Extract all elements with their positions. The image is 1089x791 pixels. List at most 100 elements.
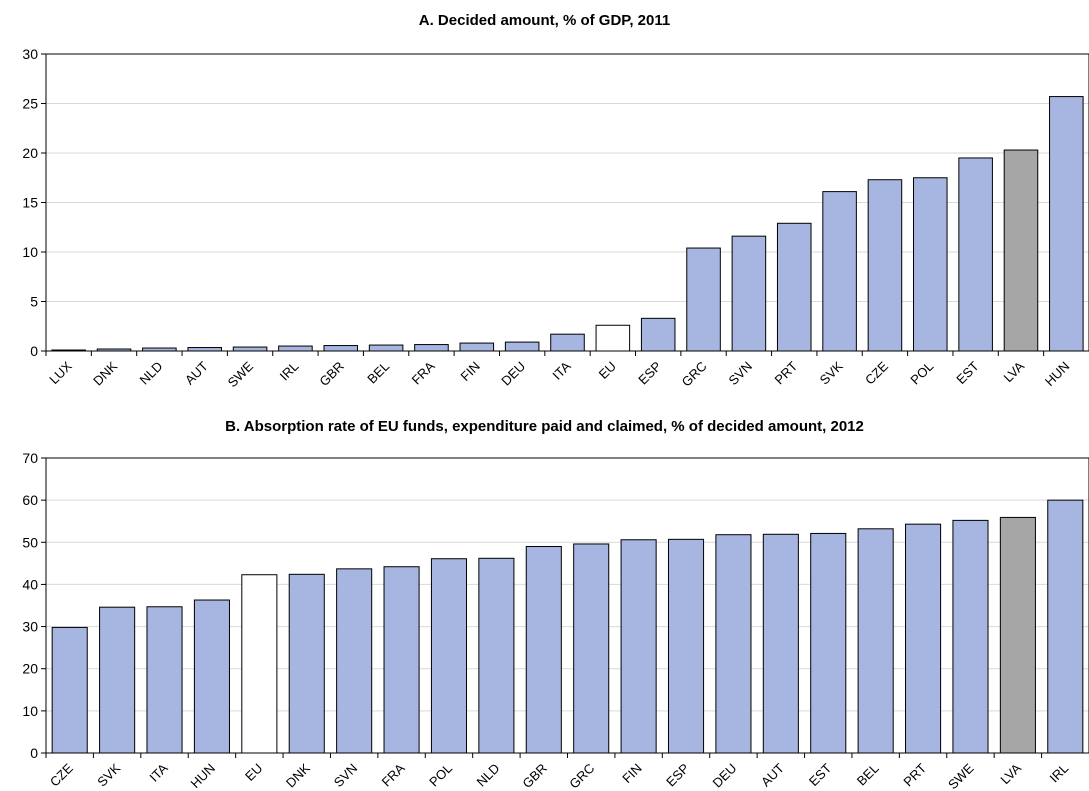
bar-svn bbox=[336, 568, 373, 754]
x-tick-label: SWE bbox=[225, 358, 257, 390]
bar-ita bbox=[550, 333, 585, 352]
bar-grc bbox=[686, 247, 721, 352]
x-tick-label: GRC bbox=[566, 761, 597, 791]
bar-nld bbox=[478, 557, 515, 754]
x-tick-label: ESP bbox=[635, 359, 664, 388]
bar-pol bbox=[913, 177, 948, 352]
plot-frame bbox=[45, 53, 1089, 352]
y-tick-label: 0 bbox=[30, 745, 38, 761]
x-tick-label: FIN bbox=[458, 359, 483, 384]
bar-gbr bbox=[323, 345, 359, 352]
bar-prt bbox=[905, 523, 942, 754]
bar-fra bbox=[383, 566, 420, 754]
x-tick-label: AUT bbox=[182, 358, 211, 387]
y-tick-label: 30 bbox=[22, 46, 38, 62]
x-tick-label: SVN bbox=[331, 761, 361, 791]
bar-deu bbox=[715, 534, 752, 754]
y-tick-label: 50 bbox=[22, 534, 38, 550]
x-tick-label: FIN bbox=[619, 761, 644, 786]
y-tick-label: 10 bbox=[22, 244, 38, 260]
x-tick-label: LUX bbox=[46, 358, 75, 387]
bar-bel bbox=[857, 528, 894, 754]
x-tick-label: EU bbox=[596, 359, 619, 382]
x-tick-label: NLD bbox=[136, 359, 165, 388]
x-tick-label: EU bbox=[242, 761, 265, 784]
bar-fin bbox=[459, 342, 495, 352]
chart-a-plot: 0 5 10 15 20 25 30 LUX DNK NLD AUT SWE IRL GBR BEL FRA F… bbox=[22, 46, 1089, 390]
x-tick-label: POL bbox=[907, 359, 936, 388]
y-tick-label: 20 bbox=[22, 661, 38, 677]
panel-b: B. Absorption rate of EU funds, expendit… bbox=[0, 412, 1089, 791]
x-tick-label: SVK bbox=[94, 760, 123, 789]
x-tick-label: SWE bbox=[945, 760, 977, 791]
y-tick-label: 15 bbox=[22, 195, 38, 211]
x-tick-label: DNK bbox=[283, 760, 313, 790]
bar-irl bbox=[1047, 499, 1084, 754]
y-tick-label: 30 bbox=[22, 619, 38, 635]
bar-esp bbox=[667, 538, 705, 754]
chart-b-title: B. Absorption rate of EU funds, expendit… bbox=[225, 418, 864, 435]
bar-est bbox=[958, 157, 993, 352]
bar-svk bbox=[99, 606, 136, 754]
x-tick-label: BEL bbox=[854, 761, 882, 789]
bar-fin bbox=[620, 539, 657, 754]
x-tick-label: GBR bbox=[316, 359, 347, 390]
bar-grc bbox=[573, 543, 610, 754]
bar-lva bbox=[1003, 149, 1039, 352]
panel-a: A. Decided amount, % of GDP, 2011 0 5 10 15… bbox=[0, 0, 1089, 392]
x-tick-label: PRT bbox=[772, 358, 801, 387]
x-tick-label: SVK bbox=[817, 358, 846, 387]
x-tick-label: POL bbox=[426, 761, 455, 790]
y-tick-label: 60 bbox=[22, 492, 38, 508]
bar-cze bbox=[867, 179, 903, 352]
bar-aut bbox=[762, 533, 799, 754]
bar-gbr bbox=[525, 546, 562, 754]
plot-frame bbox=[45, 457, 1089, 754]
bar-swe bbox=[232, 346, 268, 352]
bar-svk bbox=[822, 191, 857, 352]
x-tick-label: CZE bbox=[47, 760, 76, 789]
x-tick-label: ITA bbox=[549, 358, 573, 382]
bar-cze bbox=[51, 626, 88, 754]
x-tick-label: HUN bbox=[1042, 359, 1073, 390]
x-tick-label: LVA bbox=[997, 760, 1024, 787]
bar-eu bbox=[595, 324, 631, 352]
bar-fra bbox=[414, 344, 449, 352]
x-tick-label: FRA bbox=[409, 358, 438, 387]
x-tick-label: DEU bbox=[498, 359, 528, 389]
x-tick-label: CZE bbox=[862, 358, 891, 387]
x-tick-label: LVA bbox=[1000, 358, 1027, 385]
bar-deu bbox=[504, 341, 540, 352]
x-tick-label: FRA bbox=[379, 760, 408, 789]
bar-esp bbox=[640, 317, 676, 352]
bar-prt bbox=[776, 222, 812, 352]
y-tick-label: 40 bbox=[22, 576, 38, 592]
x-tick-label: EST bbox=[953, 358, 982, 387]
x-tick-label: ITA bbox=[146, 760, 170, 784]
x-tick-label: DNK bbox=[90, 358, 120, 388]
x-tick-label: ESP bbox=[663, 761, 692, 790]
y-tick-label: 70 bbox=[22, 450, 38, 466]
x-tick-label: IRL bbox=[277, 359, 302, 384]
bar-bel bbox=[368, 344, 404, 352]
bar-aut bbox=[187, 347, 222, 352]
y-tick-label: 0 bbox=[30, 343, 38, 359]
x-tick-label: BEL bbox=[364, 359, 392, 387]
bar-pol bbox=[430, 558, 468, 754]
bar-eu bbox=[241, 574, 278, 754]
bar-swe bbox=[952, 519, 989, 754]
y-tick-label: 20 bbox=[22, 145, 38, 161]
y-tick-label: 5 bbox=[30, 294, 38, 310]
bar-est bbox=[810, 532, 847, 754]
x-tick-label: NLD bbox=[474, 761, 503, 790]
x-tick-label: EST bbox=[806, 760, 835, 789]
x-tick-label: IRL bbox=[1047, 761, 1072, 786]
x-tick-label: PRT bbox=[900, 760, 929, 789]
bar-hun bbox=[1049, 96, 1084, 352]
chart-a-title: A. Decided amount, % of GDP, 2011 bbox=[418, 12, 671, 29]
bar-ita bbox=[146, 606, 183, 754]
x-tick-label: GBR bbox=[519, 761, 550, 791]
bar-svn bbox=[731, 235, 767, 352]
x-tick-label: GRC bbox=[679, 359, 710, 390]
y-tick-label: 10 bbox=[22, 703, 38, 719]
